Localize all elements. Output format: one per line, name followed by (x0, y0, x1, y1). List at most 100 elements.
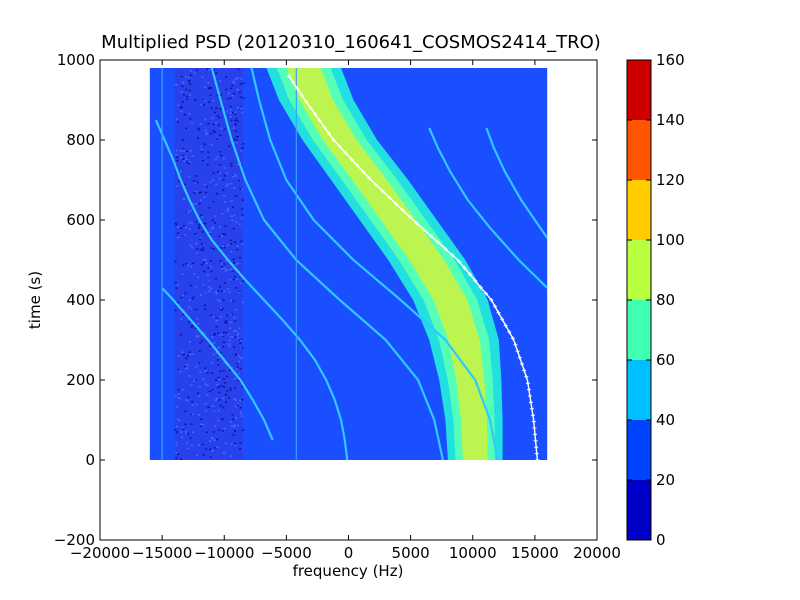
fit-curve-marker (534, 451, 539, 456)
fit-curve-marker (522, 368, 527, 373)
fit-curve-marker (526, 387, 531, 392)
colorbar-tick-label: 140 (656, 111, 685, 129)
fit-curve-marker (515, 349, 520, 354)
fit-curve-marker (507, 330, 512, 334)
x-tick-label: 15000 (511, 544, 559, 562)
colorbar-segment (627, 240, 651, 300)
fit-curve-marker (400, 208, 405, 213)
fit-curve-marker (394, 202, 399, 206)
harmonic-trace-4 (428, 127, 548, 289)
fit-curve-marker (500, 317, 505, 322)
fit-curve-marker (532, 432, 537, 437)
fit-curve-marker (503, 323, 508, 328)
fit-curve-marker (304, 99, 309, 104)
harmonic-trace-3 (250, 68, 499, 460)
axes: −20000 −15000 −10000 −5000 0 5000 10000 15000 20… (54, 51, 621, 562)
fit-curve-marker (533, 438, 538, 443)
fit-curve-marker (349, 157, 354, 162)
colorbar-tick-label: 120 (656, 171, 685, 189)
fit-curve-marker (527, 394, 532, 398)
fit-curve-marker (317, 118, 322, 123)
fit-curve-marker (299, 93, 304, 98)
fit-curve-marker (322, 125, 327, 130)
fit-curve-marker (496, 310, 501, 315)
fit-curve-marker (291, 80, 296, 85)
fit-curve-marker (530, 413, 535, 418)
fit-curve-marker (450, 253, 455, 258)
colorbar-segment (627, 480, 651, 540)
fit-curve-marker (519, 362, 524, 366)
fit-curve-marker (478, 285, 483, 290)
fit-curve-marker (337, 144, 342, 149)
harmonic-trace-1 (154, 119, 349, 460)
colorbar-tick-label: 80 (656, 291, 675, 309)
fit-curve-marker (327, 131, 332, 136)
signal-band-outer (266, 68, 503, 460)
fit-curve-marker (436, 240, 441, 245)
fit-curve-marker (532, 426, 537, 430)
x-tick-label: 20000 (573, 544, 621, 562)
y-axis-label: time (s) (26, 271, 44, 329)
fit-curve-marker (535, 458, 540, 462)
fit-curve-marker (492, 304, 497, 309)
x-tick-label: 10000 (449, 544, 497, 562)
fit-curve-marker (457, 259, 462, 264)
fit-curve-marker (286, 74, 291, 78)
fit-curve-marker (517, 355, 522, 360)
fit-curve-marker (355, 163, 360, 168)
colorbar: 0 20 40 60 80 100 120 140 160 (626, 51, 685, 549)
y-tick-label: 400 (66, 291, 95, 309)
fit-curve-marker (367, 176, 372, 181)
y-tick-label: 800 (66, 131, 95, 149)
chart-title: Multiplied PSD (20120310_160641_COSMOS24… (101, 32, 601, 53)
fit-curve-marker (529, 406, 534, 411)
fit-curve-marker (513, 342, 518, 347)
plot-area (100, 60, 597, 540)
fit-curve-marker (510, 336, 515, 341)
y-tick-label: 200 (66, 371, 95, 389)
fit-curve-marker (361, 170, 366, 174)
fit-curve-marker (313, 112, 318, 117)
fit-curve-marker (308, 106, 313, 110)
fit-curve-marker (429, 234, 434, 238)
colorbar-tick-label: 40 (656, 411, 675, 429)
fit-curve-marker (387, 195, 392, 200)
colorbar-tick-label: 20 (656, 471, 675, 489)
heatmap-image (149, 68, 548, 460)
x-tick-label: 5000 (392, 544, 430, 562)
colorbar-segment (627, 60, 651, 120)
x-tick-label: −15000 (132, 544, 192, 562)
fit-curve-marker (414, 221, 419, 226)
y-tick-label: 600 (66, 211, 95, 229)
fit-curve-marker (443, 246, 448, 251)
fit-curve (286, 74, 540, 462)
y-tick-label: −200 (54, 531, 95, 549)
fit-curve-marker (531, 419, 536, 424)
colorbar-segment (627, 180, 651, 240)
y-tick-label: 1000 (57, 51, 95, 69)
fit-curve-marker (473, 278, 478, 283)
colorbar-segment (627, 360, 651, 420)
colorbar-tick-label: 0 (656, 531, 666, 549)
fit-curve-marker (380, 189, 385, 194)
colorbar-segment (627, 300, 651, 360)
fit-curve-marker (489, 298, 494, 302)
colorbar-tick-label: 160 (656, 51, 685, 69)
x-tick-label: −10000 (194, 544, 254, 562)
fit-curve-marker (467, 272, 472, 277)
x-tick-label: −20000 (70, 544, 130, 562)
fit-curve-marker (534, 445, 539, 450)
fit-curve-marker (331, 138, 336, 142)
fit-curve-marker (462, 266, 467, 270)
fit-curve-marker (484, 291, 489, 296)
y-tick-label: 0 (85, 451, 95, 469)
colorbar-tick-label: 100 (656, 231, 685, 249)
fit-curve-marker (528, 400, 533, 405)
x-tick-label: 0 (344, 544, 354, 562)
harmonic-trace-6 (161, 287, 274, 441)
fit-curve-marker (524, 374, 529, 379)
fit-curve-marker (373, 182, 378, 187)
fit-curve-marker (295, 86, 300, 91)
fit-curve-marker (525, 381, 530, 386)
